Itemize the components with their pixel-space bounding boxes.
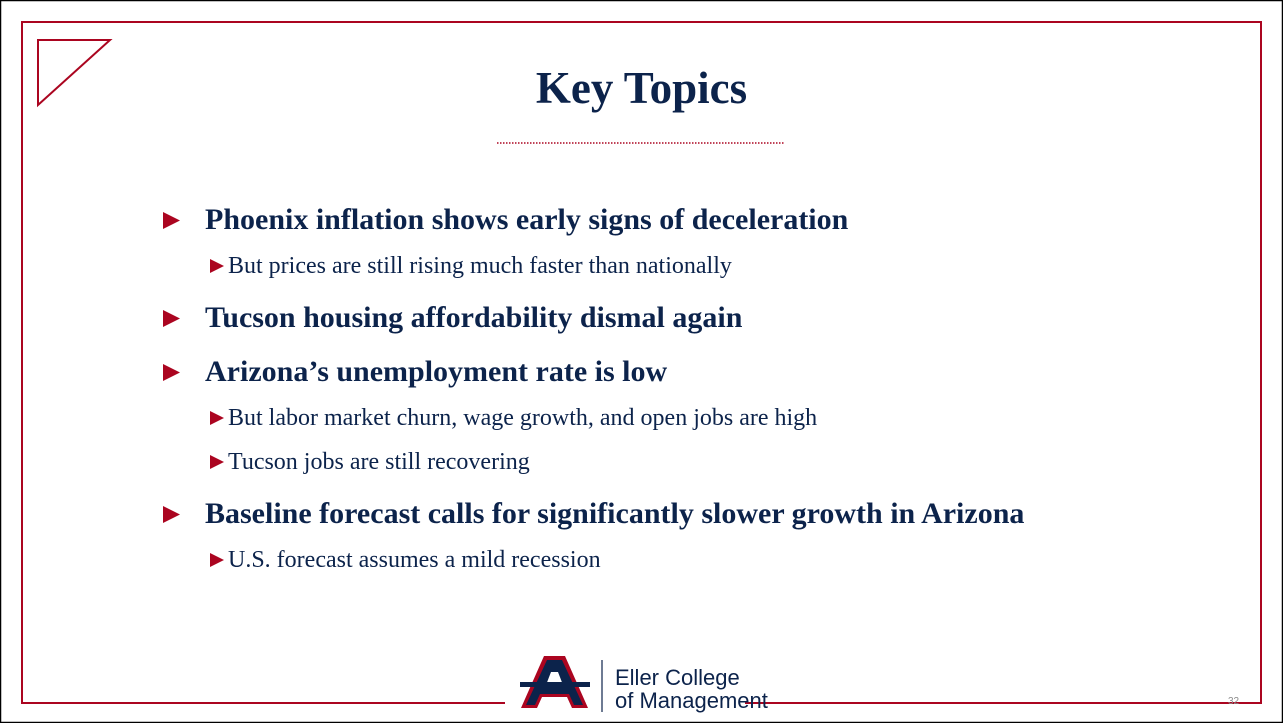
sub-bullet: U.S. forecast assumes a mild recession — [163, 538, 1163, 582]
bullet-marker — [163, 310, 180, 327]
bullet-text: Baseline forecast calls for significantl… — [205, 497, 1025, 530]
bullet: Arizona’s unemployment rate is low — [163, 348, 1075, 396]
logo-line: of Management — [615, 688, 768, 713]
bullet-marker — [210, 411, 224, 425]
bullet-text: Arizona’s unemployment rate is low — [205, 355, 668, 388]
bullet: Baseline forecast calls for significantl… — [163, 490, 1075, 538]
bullet-list: Phoenix inflation shows early signs of d… — [163, 190, 1163, 582]
sub-bullet: But labor market churn, wage growth, and… — [163, 396, 1163, 440]
bullet-marker — [210, 553, 224, 567]
sub-bullet: But prices are still rising much faster … — [163, 244, 1163, 288]
logo-mark — [520, 656, 590, 708]
bullet: Tucson housing affordability dismal agai… — [163, 294, 1075, 342]
sub-bullet-text: But labor market churn, wage growth, and… — [228, 405, 818, 431]
logo-line: Eller College — [615, 665, 740, 690]
bullet-marker — [163, 364, 180, 381]
slide-title: Key Topics — [535, 63, 748, 113]
bullet-marker — [210, 455, 224, 469]
bullet: Phoenix inflation shows early signs of d… — [163, 196, 1075, 244]
bullet-text: Phoenix inflation shows early signs of d… — [205, 203, 849, 236]
sub-bullet: Tucson jobs are still recovering — [163, 440, 1163, 484]
bullet-marker — [163, 506, 180, 523]
page-number: 32 — [1228, 696, 1240, 707]
bullet-marker — [210, 259, 224, 273]
corner-triangle — [37, 39, 113, 108]
sub-bullet-text: But prices are still rising much faster … — [228, 253, 732, 279]
bullet-marker — [163, 212, 180, 229]
red-frame — [21, 21, 1262, 704]
sub-bullet-text: U.S. forecast assumes a mild recession — [228, 547, 601, 573]
sub-bullet-text: Tucson jobs are still recovering — [228, 449, 530, 475]
bullet-text: Tucson housing affordability dismal agai… — [205, 301, 743, 334]
